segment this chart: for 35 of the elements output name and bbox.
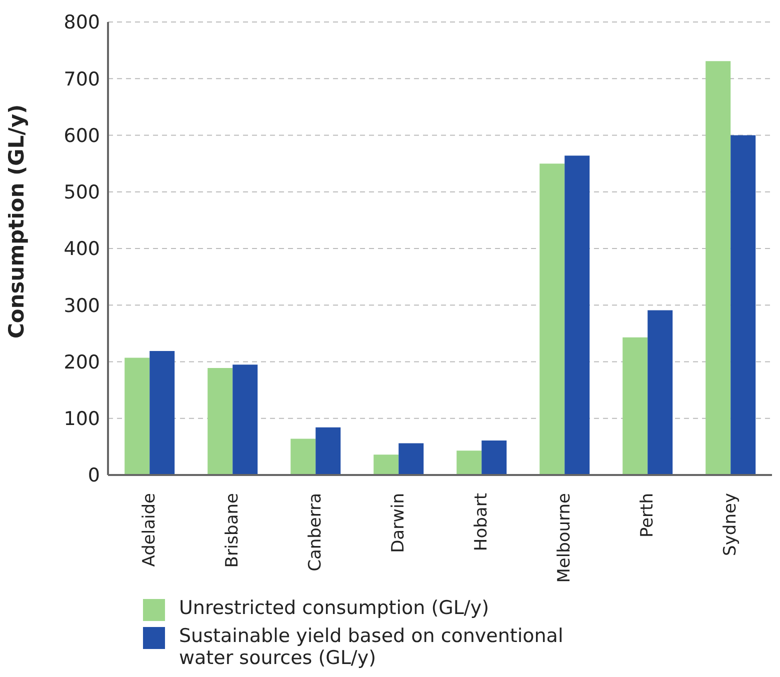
y-tick-label: 200 (64, 351, 100, 374)
x-tick-label: Sydney (720, 493, 740, 556)
x-tick-label: Canberra (306, 493, 326, 572)
bar (316, 427, 341, 475)
bar (564, 156, 590, 475)
bar (374, 454, 399, 475)
y-tick-label: 0 (88, 464, 100, 487)
bar (398, 443, 424, 475)
y-tick-label: 100 (64, 408, 100, 430)
y-tick-label: 800 (64, 12, 100, 34)
bar (208, 368, 233, 475)
y-tick-label: 500 (64, 182, 100, 204)
y-tick-label: 400 (64, 238, 100, 260)
x-tick-label: Brisbane (222, 493, 242, 568)
y-tick-label: 300 (64, 294, 100, 317)
y-tick-label: 700 (64, 68, 100, 90)
x-tick-label: Darwin (388, 493, 408, 553)
x-tick-label: Perth (638, 493, 658, 538)
bar (730, 135, 756, 475)
bar (124, 358, 150, 475)
bar (290, 438, 316, 475)
bar (706, 61, 731, 475)
bar (540, 164, 565, 475)
bar (150, 350, 175, 475)
y-tick-label: 600 (64, 124, 100, 147)
x-tick-label: Hobart (472, 492, 492, 552)
bar (232, 364, 258, 475)
bar (648, 310, 673, 475)
bar (456, 450, 482, 475)
legend-label: Sustainable yield based on conventional water sources (GL/y) (179, 625, 564, 669)
x-tick-label: Melbourne (554, 493, 574, 583)
legend-label: Unrestricted consumption (GL/y) (179, 597, 489, 619)
x-tick-label: Adelaide (140, 493, 160, 567)
bar (482, 440, 507, 475)
bar (622, 337, 648, 475)
